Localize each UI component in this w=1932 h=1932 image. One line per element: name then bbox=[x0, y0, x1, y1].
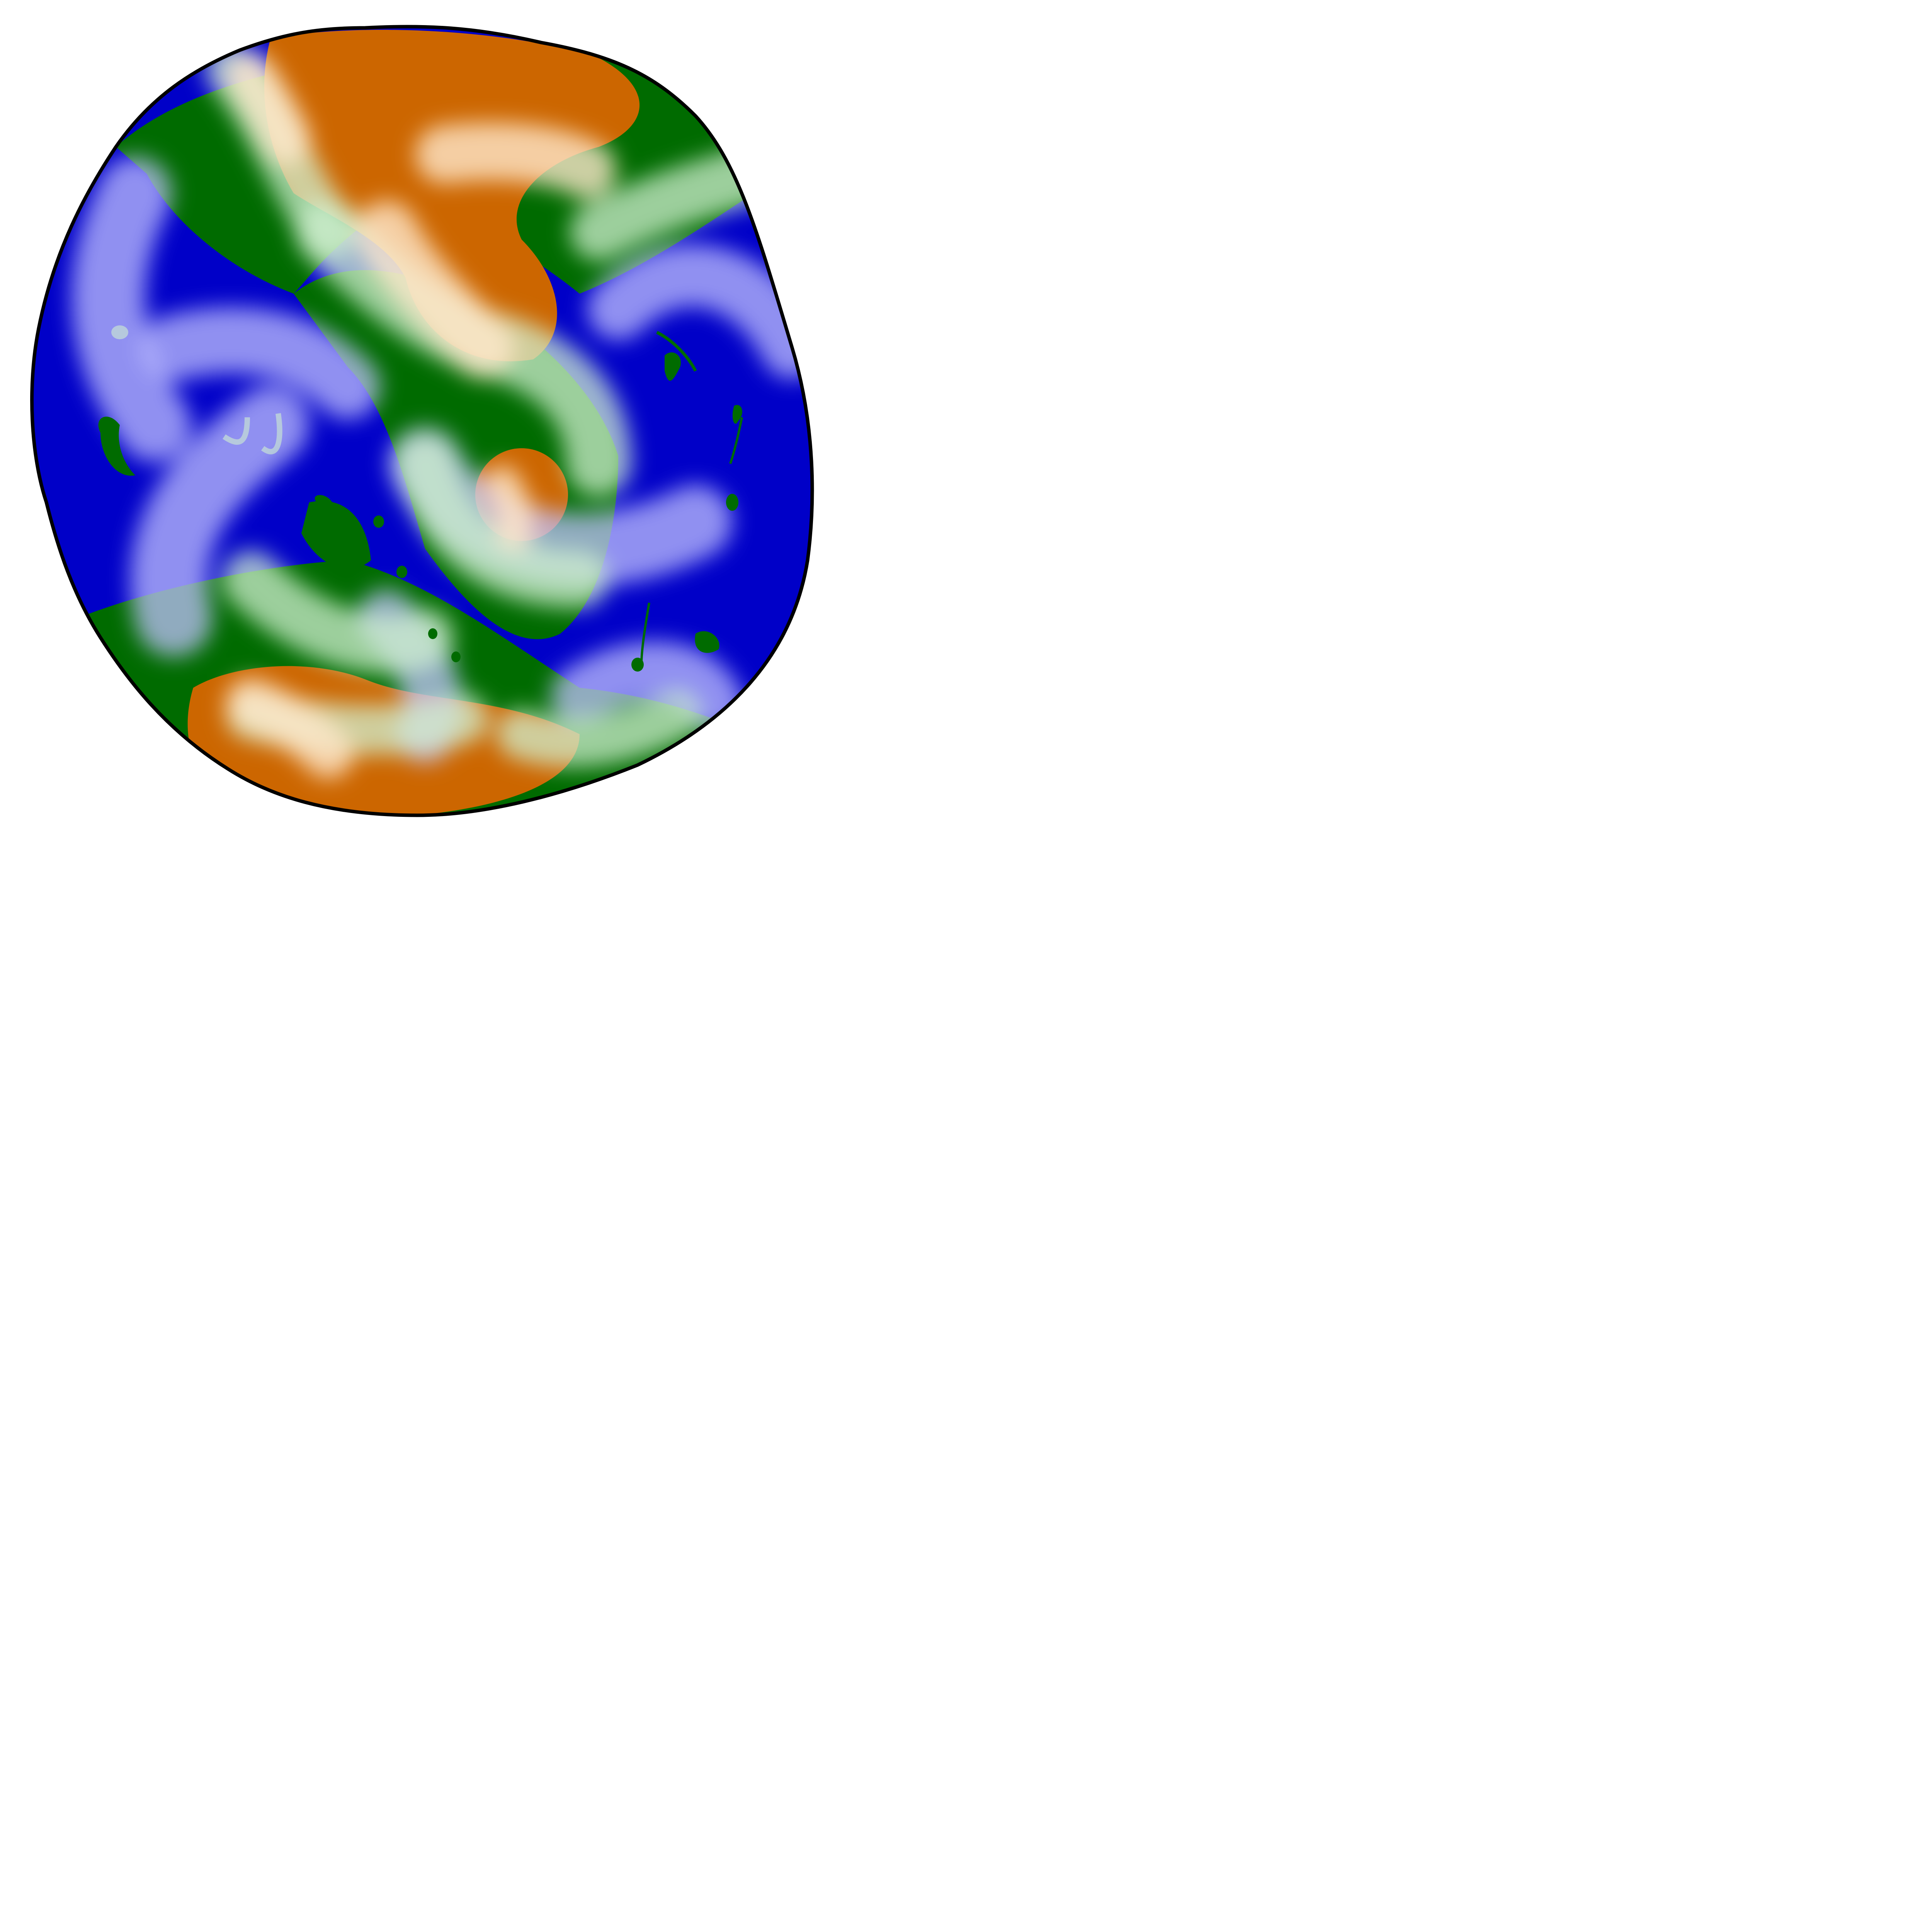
highlight-strokes bbox=[71, 43, 812, 779]
island-specks-light bbox=[111, 325, 282, 454]
island-specks bbox=[98, 331, 743, 672]
planet-icon bbox=[0, 0, 850, 850]
